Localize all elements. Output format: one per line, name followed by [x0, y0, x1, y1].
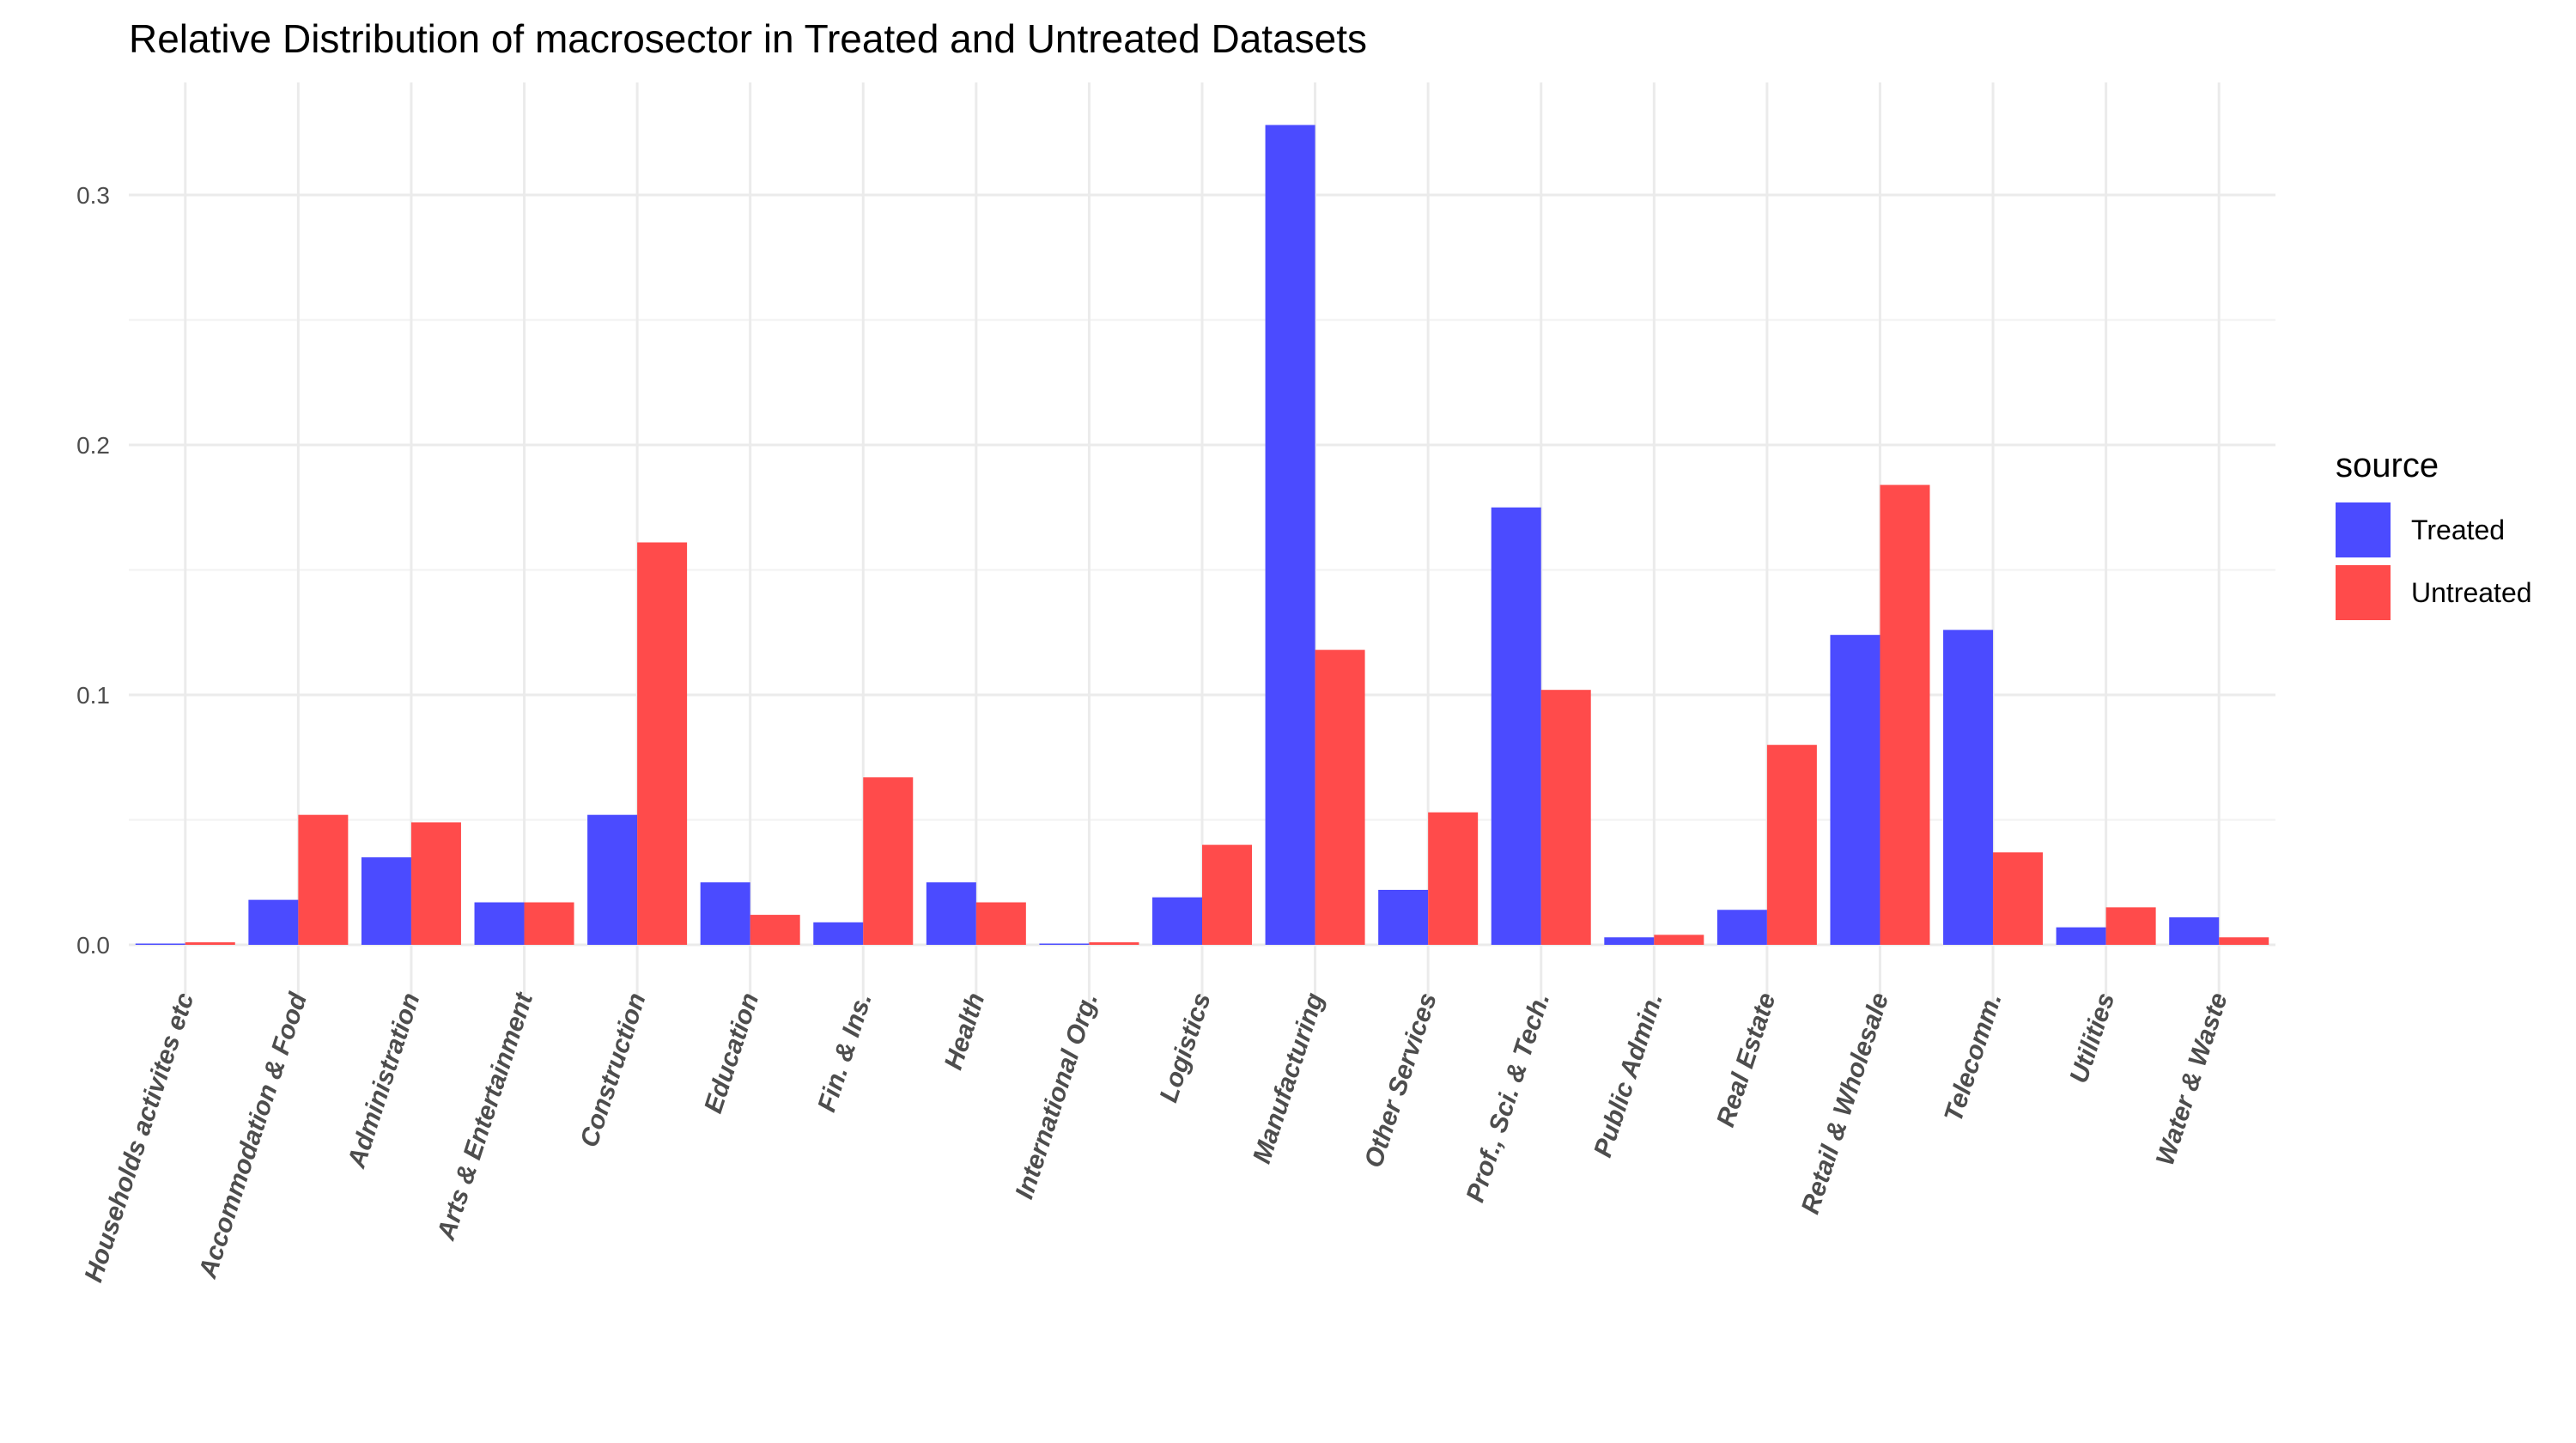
- bar-treated-4: [587, 814, 638, 945]
- x-tick-label: Households activites etc: [79, 989, 199, 1286]
- bar-treated-13: [1604, 937, 1655, 945]
- x-tick-label: Public Admin.: [1589, 989, 1668, 1160]
- legend-title: source: [2336, 447, 2439, 484]
- x-tick-label: Accommodation & Food: [193, 989, 313, 1282]
- bar-treated-8: [1039, 943, 1090, 945]
- bar-untreated-0: [185, 942, 235, 945]
- bar-treated-18: [2169, 916, 2220, 945]
- bar-untreated-12: [1540, 690, 1591, 945]
- bar-untreated-7: [975, 902, 1026, 945]
- x-tick-label: Manufacturing: [1248, 989, 1329, 1167]
- x-tick-label: Other Services: [1359, 989, 1443, 1172]
- bar-untreated-4: [637, 542, 688, 945]
- bar-treated-10: [1265, 125, 1315, 945]
- y-axis-tick-labels: 0.0 0.1 0.2 0.3: [76, 182, 110, 959]
- legend: source Treated Untreated: [2336, 447, 2532, 620]
- bar-treated-14: [1716, 910, 1767, 945]
- bar-treated-9: [1152, 897, 1202, 945]
- x-tick-label: Health: [939, 989, 991, 1073]
- bar-untreated-1: [298, 814, 349, 945]
- bar-untreated-14: [1766, 745, 1817, 945]
- x-tick-label: Utilities: [2064, 989, 2120, 1087]
- legend-swatch-untreated: [2336, 565, 2391, 620]
- bar-treated-12: [1491, 507, 1541, 945]
- y-tick-label: 0.1: [76, 682, 110, 709]
- x-tick-label: Education: [699, 989, 764, 1117]
- bar-treated-17: [2056, 927, 2106, 945]
- bar-untreated-8: [1089, 942, 1139, 945]
- y-tick-label: 0.2: [76, 432, 110, 459]
- bar-treated-5: [700, 882, 750, 945]
- bar-treated-1: [248, 899, 299, 945]
- bar-untreated-5: [750, 915, 800, 945]
- bar-untreated-6: [863, 777, 914, 945]
- chart-title: Relative Distribution of macrosector in …: [129, 16, 1368, 61]
- bar-untreated-15: [1880, 484, 1930, 945]
- x-tick-label: Real Estate: [1711, 989, 1781, 1130]
- x-tick-label: Telecomm.: [1939, 989, 2007, 1125]
- x-tick-label: Prof., Sci. & Tech.: [1461, 989, 1556, 1206]
- bar-untreated-13: [1654, 935, 1704, 945]
- bar-untreated-2: [410, 822, 461, 945]
- legend-swatch-treated: [2336, 502, 2391, 557]
- bar-untreated-3: [524, 902, 574, 945]
- x-tick-label: Water & Waste: [2151, 989, 2233, 1169]
- y-tick-label: 0.0: [76, 932, 110, 959]
- bars-layer: [135, 125, 2269, 945]
- x-tick-label: Fin. & Ins.: [812, 989, 878, 1116]
- bar-treated-2: [361, 857, 411, 945]
- bar-treated-6: [813, 922, 864, 945]
- bar-untreated-10: [1315, 649, 1365, 945]
- legend-label-treated: Treated: [2411, 514, 2505, 545]
- bar-treated-16: [1943, 630, 1994, 945]
- bar-untreated-18: [2219, 937, 2269, 945]
- x-tick-label: Construction: [575, 989, 652, 1151]
- x-tick-label: International Org.: [1010, 989, 1103, 1202]
- legend-label-untreated: Untreated: [2411, 577, 2532, 608]
- bar-untreated-16: [1993, 852, 2044, 945]
- bar-untreated-9: [1202, 844, 1252, 945]
- bar-treated-11: [1378, 889, 1429, 945]
- bar-untreated-17: [2105, 907, 2156, 945]
- bar-treated-0: [135, 943, 185, 945]
- y-tick-label: 0.3: [76, 182, 110, 209]
- x-tick-label: Retail & Wholesale: [1796, 989, 1894, 1217]
- bar-treated-3: [474, 902, 525, 945]
- bar-treated-7: [926, 882, 976, 945]
- x-tick-label: Arts & Entertainment: [432, 988, 539, 1244]
- bar-treated-15: [1830, 635, 1880, 945]
- x-tick-label: Administration: [343, 989, 426, 1172]
- bar-untreated-11: [1428, 812, 1479, 945]
- x-tick-label: Logistics: [1155, 989, 1217, 1105]
